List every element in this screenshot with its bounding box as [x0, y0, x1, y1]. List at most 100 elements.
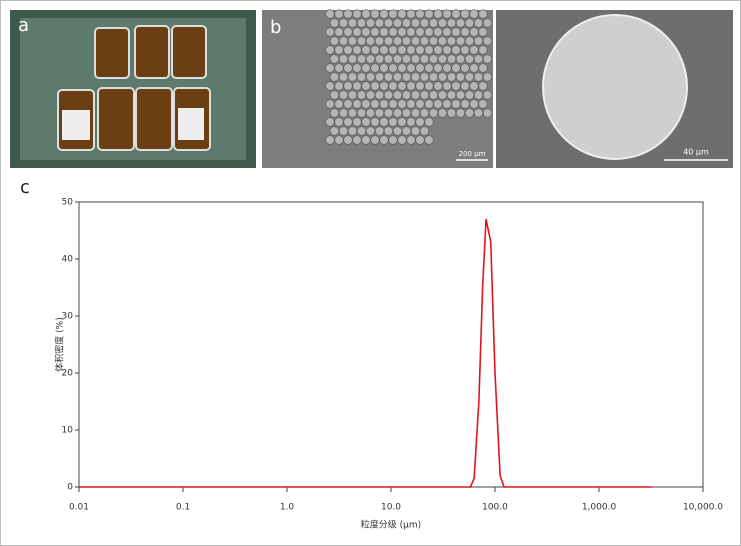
microsphere [347, 54, 358, 64]
microsphere [446, 36, 457, 46]
microsphere [374, 36, 385, 46]
microsphere [329, 54, 340, 64]
microsphere [406, 81, 416, 91]
microsphere [334, 45, 344, 55]
microsphere [352, 27, 362, 37]
microsphere [352, 99, 362, 109]
microsphere [406, 9, 416, 19]
microsphere [482, 90, 493, 100]
microsphere [406, 63, 416, 73]
microsphere [469, 45, 479, 55]
microsphere [383, 108, 394, 118]
panel-label: b [270, 17, 281, 38]
microsphere [343, 45, 353, 55]
microsphere [397, 45, 407, 55]
microsphere [325, 99, 335, 109]
microsphere [401, 126, 412, 136]
microsphere [356, 90, 367, 100]
microsphere [356, 54, 367, 64]
microsphere [424, 9, 434, 19]
microsphere [437, 36, 448, 46]
x-tick-label: 10,000.0 [683, 503, 723, 513]
microsphere [433, 27, 443, 37]
microsphere [325, 135, 335, 145]
microsphere [388, 117, 398, 127]
microsphere [361, 9, 371, 19]
microsphere [343, 117, 353, 127]
microsphere [428, 54, 439, 64]
microsphere [361, 81, 371, 91]
microsphere [383, 18, 394, 28]
microsphere [352, 9, 362, 19]
microsphere [451, 81, 461, 91]
microsphere [325, 9, 335, 19]
microsphere [370, 27, 380, 37]
microsphere [334, 63, 344, 73]
microsphere [410, 36, 421, 46]
microsphere [442, 45, 452, 55]
microsphere [419, 54, 430, 64]
microsphere [334, 9, 344, 19]
microsphere [410, 90, 421, 100]
microsphere [338, 90, 349, 100]
microsphere [401, 36, 412, 46]
microsphere [424, 99, 434, 109]
microsphere [428, 36, 439, 46]
panel-label: c [20, 177, 30, 198]
microsphere [482, 54, 493, 64]
panel-label: a [18, 15, 29, 36]
microsphere [455, 72, 466, 82]
microsphere [370, 63, 380, 73]
microsphere [406, 135, 416, 145]
microsphere [460, 27, 470, 37]
microsphere [347, 36, 358, 46]
microsphere [460, 9, 470, 19]
microsphere [469, 63, 479, 73]
microsphere [415, 9, 425, 19]
microsphere [424, 45, 434, 55]
microsphere [325, 117, 335, 127]
microsphere [446, 72, 457, 82]
microsphere [338, 108, 349, 118]
microsphere [428, 108, 439, 118]
microsphere [482, 72, 493, 82]
microsphere [415, 81, 425, 91]
microsphere [392, 54, 403, 64]
microsphere [343, 81, 353, 91]
microsphere [428, 90, 439, 100]
microsphere [473, 90, 484, 100]
microsphere [401, 90, 412, 100]
microsphere [347, 108, 358, 118]
microsphere [374, 72, 385, 82]
microsphere [469, 27, 479, 37]
microsphere [464, 90, 475, 100]
microsphere [388, 135, 398, 145]
microsphere [334, 117, 344, 127]
microsphere [415, 63, 425, 73]
microsphere [455, 18, 466, 28]
microsphere [347, 126, 358, 136]
microsphere [343, 9, 353, 19]
microsphere [437, 90, 448, 100]
microsphere [473, 18, 484, 28]
microsphere [482, 18, 493, 28]
microsphere [415, 117, 425, 127]
microsphere [482, 36, 493, 46]
microsphere [451, 63, 461, 73]
microsphere [361, 63, 371, 73]
microsphere [460, 63, 470, 73]
microsphere [455, 90, 466, 100]
microsphere [365, 54, 376, 64]
photo-a [10, 10, 256, 168]
microsphere [446, 54, 457, 64]
microsphere [361, 99, 371, 109]
microsphere [473, 36, 484, 46]
microsphere [388, 9, 398, 19]
x-axis-label: 粒度分级 (μm) [361, 519, 421, 531]
microsphere [379, 99, 389, 109]
y-tick-label: 10 [62, 426, 74, 436]
microsphere [392, 36, 403, 46]
microsphere [469, 9, 479, 19]
microsphere [352, 135, 362, 145]
